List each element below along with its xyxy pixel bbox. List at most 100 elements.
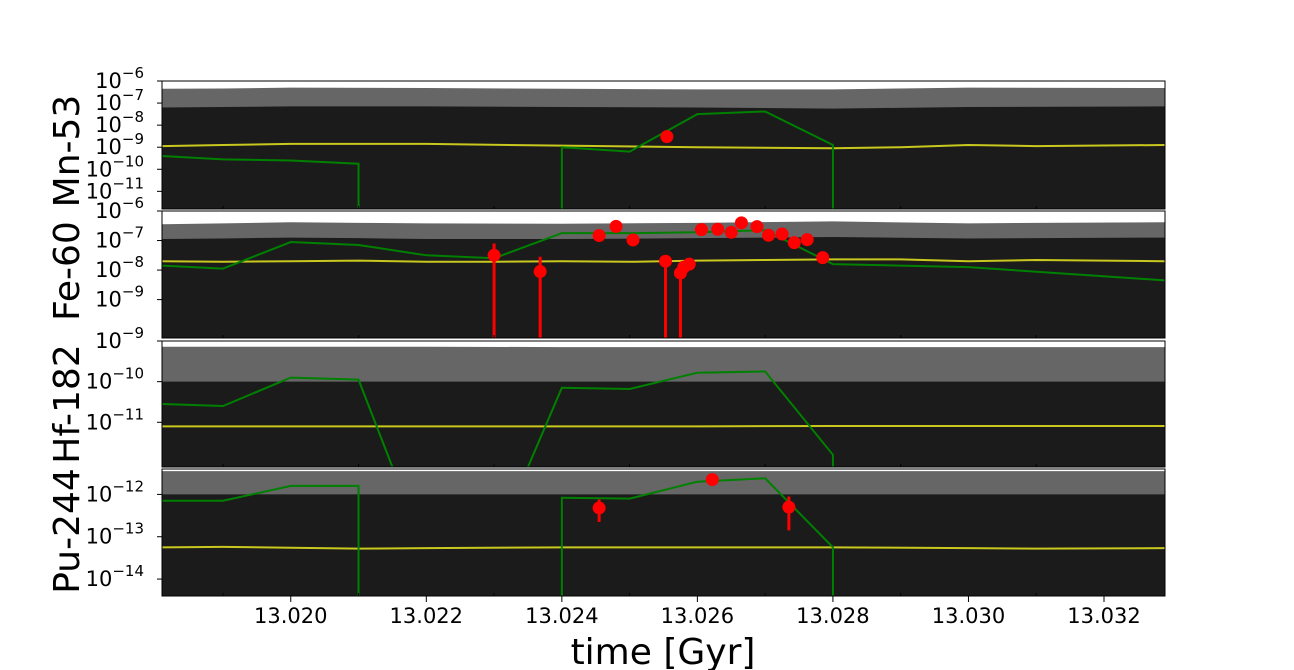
data-point	[659, 254, 673, 268]
y-tick-exponent: −7	[122, 86, 144, 104]
model-line-0	[162, 376, 394, 467]
data-point	[682, 257, 696, 271]
y-tick-exponent: −8	[122, 108, 144, 126]
x-tick-label: 13.026	[661, 604, 734, 628]
data-point	[711, 222, 725, 236]
data-point	[533, 265, 547, 279]
data-point	[592, 501, 606, 515]
y-tick-base: 10	[86, 410, 113, 434]
panel-frame	[161, 468, 1166, 597]
y-tick-exponent: −8	[122, 253, 144, 271]
data-point	[750, 220, 764, 234]
y-tick-exponent: −11	[112, 405, 144, 423]
y-tick-base: 10	[95, 113, 122, 137]
data-point	[592, 229, 606, 243]
y-tick-label: 10−12	[86, 477, 144, 506]
data-point	[800, 233, 814, 247]
data-point	[734, 216, 748, 230]
y-tick-label: 10−9	[95, 130, 144, 159]
data-point	[775, 227, 789, 241]
data-point	[694, 223, 708, 237]
y-tick-label: 10−8	[95, 253, 144, 282]
data-point	[487, 248, 501, 262]
model-line-1	[527, 370, 834, 467]
y-tick-label: 10−7	[95, 224, 144, 253]
y-tick-label: 10−11	[86, 405, 144, 434]
x-tick-label: 13.020	[254, 604, 327, 628]
model-line-1	[560, 477, 834, 596]
y-tick-label: 10−10	[86, 152, 144, 181]
model-line-0	[162, 229, 1165, 282]
y-axis-label-pu-244: Pu-244	[47, 468, 88, 594]
y-tick-exponent: −9	[122, 324, 144, 342]
y-tick-exponent: −12	[112, 477, 144, 495]
data-point	[816, 251, 830, 265]
x-axis-label: time [Gyr]	[571, 632, 756, 670]
panel-plot-area	[162, 81, 1165, 209]
y-tick-base: 10	[95, 288, 122, 312]
data-point	[762, 228, 776, 242]
inner-confidence-band	[162, 236, 1165, 338]
x-tick-label: 13.032	[1067, 604, 1140, 628]
y-tick-base: 10	[95, 199, 122, 223]
y-tick-base: 10	[95, 229, 122, 253]
y-tick-label: 10−6	[95, 194, 144, 223]
y-tick-exponent: −6	[122, 64, 144, 82]
inner-confidence-band	[162, 494, 1165, 596]
y-tick-exponent: −9	[122, 283, 144, 301]
y-tick-base: 10	[95, 91, 122, 115]
y-tick-base: 10	[86, 567, 113, 591]
y-tick-exponent: −10	[112, 365, 144, 383]
y-tick-label: 10−9	[95, 283, 144, 312]
model-line-0	[162, 484, 360, 596]
panels-group: 10−610−710−810−910−1010−11Mn-5310−610−71…	[47, 64, 1166, 597]
y-tick-base: 10	[86, 179, 113, 203]
y-tick-base: 10	[95, 135, 122, 159]
data-point	[782, 500, 796, 514]
x-tick-label: 13.024	[525, 604, 598, 628]
model-line-0	[162, 155, 360, 209]
data-point	[705, 473, 719, 487]
y-tick-label: 10−11	[86, 174, 144, 203]
y-tick-exponent: −10	[112, 152, 144, 170]
panel-frame	[161, 210, 1166, 339]
y-tick-label: 10−14	[86, 562, 144, 591]
y-tick-exponent: −7	[122, 224, 144, 242]
median-line	[162, 142, 1165, 150]
panel-plot-area	[162, 211, 1165, 338]
y-tick-label: 10−9	[95, 324, 144, 353]
y-tick-base: 10	[86, 157, 113, 181]
y-axis-label-hf-182: Hf-182	[47, 344, 88, 463]
y-tick-label: 10−8	[95, 108, 144, 137]
panel-frame	[161, 80, 1166, 210]
data-point	[724, 225, 738, 239]
x-tick-label: 13.022	[390, 604, 463, 628]
y-tick-exponent: −11	[112, 174, 144, 192]
y-tick-exponent: −13	[112, 520, 144, 538]
y-tick-base: 10	[86, 482, 113, 506]
y-tick-label: 10−13	[86, 520, 144, 549]
data-point	[660, 130, 674, 144]
data-point	[787, 236, 801, 250]
y-tick-exponent: −6	[122, 194, 144, 212]
y-tick-base: 10	[86, 370, 113, 394]
y-tick-base: 10	[95, 258, 122, 282]
data-point	[626, 233, 640, 247]
panel-fe-60: 10−610−710−810−9Fe-60	[47, 194, 1166, 339]
median-line	[162, 258, 1165, 263]
y-tick-label: 10−6	[95, 64, 144, 93]
data-point	[609, 219, 623, 233]
y-tick-exponent: −9	[122, 130, 144, 148]
x-tick-label: 13.030	[932, 604, 1005, 628]
model-line-1	[560, 110, 834, 209]
panel-plot-area	[162, 469, 1165, 596]
inner-confidence-band	[162, 381, 1165, 467]
panel-plot-area	[162, 341, 1165, 467]
y-tick-label: 10−7	[95, 86, 144, 115]
panel-frame	[161, 340, 1166, 468]
y-tick-label: 10−10	[86, 365, 144, 394]
y-tick-base: 10	[95, 329, 122, 353]
